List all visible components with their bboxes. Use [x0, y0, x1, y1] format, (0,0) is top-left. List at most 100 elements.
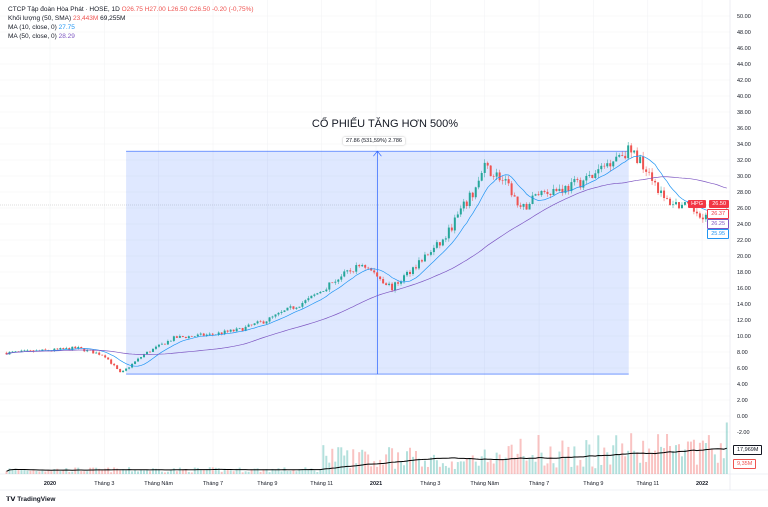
- volume-bar: [199, 469, 202, 474]
- volume-bar: [256, 468, 259, 474]
- candle-body: [316, 293, 319, 295]
- volume-bar: [151, 468, 154, 474]
- candle-body: [92, 350, 95, 354]
- candle-body: [346, 270, 349, 272]
- candle-body: [669, 198, 672, 206]
- volume-bar: [698, 442, 701, 474]
- candle-body: [385, 283, 388, 285]
- volume-bar: [5, 471, 8, 474]
- volume-bar: [382, 464, 385, 474]
- volume-bar: [435, 460, 438, 474]
- candle-body: [298, 306, 301, 308]
- candle-body: [624, 155, 627, 159]
- volume-bar: [274, 469, 277, 474]
- candle-body: [77, 346, 80, 349]
- candle-body: [695, 211, 698, 214]
- y-tick-label: 34.00: [737, 142, 751, 148]
- volume-bar: [432, 454, 435, 474]
- volume-bar: [477, 465, 480, 474]
- volume-bar: [349, 468, 352, 474]
- candle-body: [274, 314, 277, 317]
- volume-bar: [689, 441, 692, 474]
- candle-body: [160, 343, 163, 345]
- volume-bar: [651, 453, 654, 474]
- volume-label: 9,35M: [733, 459, 757, 469]
- volume-bar: [41, 470, 44, 474]
- candle-body: [594, 173, 597, 178]
- candle-body: [211, 333, 214, 335]
- tradingview-logo[interactable]: 𝗧𝗩 TradingView: [6, 495, 55, 503]
- volume-bar: [38, 471, 41, 474]
- low-value: L26.50: [167, 6, 188, 13]
- annotation-title[interactable]: CỔ PHIẾU TĂNG HƠN 500%: [311, 118, 459, 130]
- price-label-1: 26.37: [707, 209, 729, 219]
- volume-bar: [59, 471, 62, 474]
- volume-bar: [483, 449, 486, 474]
- candle-body: [549, 193, 552, 195]
- volume-bar: [193, 467, 196, 474]
- volume-bar: [143, 470, 146, 474]
- volume-ma-value: 69,255M: [100, 15, 126, 22]
- candle-body: [259, 321, 262, 322]
- candle-body: [208, 333, 211, 335]
- y-tick-label: 18.00: [737, 270, 751, 276]
- volume-bar: [674, 445, 677, 474]
- volume-bar: [68, 472, 71, 474]
- volume-bar: [280, 471, 283, 474]
- volume-bar: [654, 450, 657, 474]
- candle-body: [609, 163, 612, 167]
- candle-body: [573, 179, 576, 183]
- volume-bar: [229, 470, 232, 474]
- volume-bar: [444, 465, 447, 474]
- volume-bar: [692, 439, 695, 474]
- volume-bar: [417, 458, 420, 474]
- candle-body: [223, 330, 226, 335]
- ma50-price-label: 26.25: [707, 219, 729, 229]
- volume-bar: [241, 472, 244, 474]
- y-tick-label: 16.00: [737, 286, 751, 292]
- candle-body: [145, 351, 148, 355]
- volume-bar: [429, 457, 432, 474]
- volume-bar: [582, 466, 585, 474]
- volume-bar: [166, 471, 169, 474]
- volume-bar: [456, 462, 459, 474]
- candle-body: [29, 350, 32, 351]
- volume-bar: [639, 462, 642, 474]
- volume-bar: [624, 456, 627, 474]
- volume-bar: [232, 471, 235, 474]
- candle-body: [525, 203, 528, 210]
- candle-body: [686, 202, 689, 204]
- x-tick-label: 2020: [44, 481, 56, 487]
- candle-body: [32, 350, 35, 352]
- candle-body: [349, 270, 352, 272]
- y-tick-label: 8.00: [737, 350, 748, 356]
- volume-bar: [74, 467, 77, 474]
- candle-body: [178, 335, 181, 338]
- candle-body: [570, 182, 573, 192]
- candle-body: [450, 227, 453, 231]
- candle-body: [217, 332, 220, 335]
- candle-body: [367, 267, 370, 269]
- y-tick-label: 14.00: [737, 302, 751, 308]
- candle-body: [522, 203, 525, 207]
- volume-bar: [346, 450, 349, 474]
- volume-bar: [603, 447, 606, 474]
- candle-body: [148, 351, 151, 353]
- candle-body: [471, 192, 474, 198]
- candle-body: [190, 336, 193, 337]
- volume-bar: [92, 467, 95, 474]
- y-tick-label: 6.00: [737, 366, 748, 372]
- volume-bar: [259, 471, 262, 474]
- x-tick-label: Tháng 9: [257, 481, 277, 487]
- candle-body: [262, 321, 265, 324]
- volume-bar: [588, 444, 591, 474]
- volume-bar: [426, 466, 429, 474]
- volume-bar: [528, 457, 531, 474]
- volume-bar: [695, 464, 698, 474]
- candle-body: [137, 358, 140, 362]
- candle-body: [600, 165, 603, 170]
- volume-bar: [307, 469, 310, 474]
- candle-body: [552, 188, 555, 195]
